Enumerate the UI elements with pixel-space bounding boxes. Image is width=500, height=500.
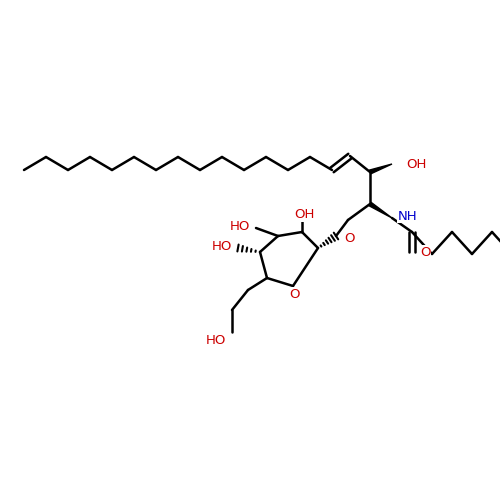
Text: OH: OH bbox=[406, 158, 426, 170]
Text: HO: HO bbox=[230, 220, 250, 232]
Text: HO: HO bbox=[206, 334, 226, 346]
Polygon shape bbox=[369, 202, 392, 218]
Text: O: O bbox=[420, 246, 430, 258]
Polygon shape bbox=[370, 164, 392, 174]
Text: O: O bbox=[290, 288, 300, 300]
Text: NH: NH bbox=[398, 210, 417, 222]
Text: OH: OH bbox=[294, 208, 314, 222]
Text: O: O bbox=[344, 232, 354, 244]
Text: HO: HO bbox=[212, 240, 232, 252]
